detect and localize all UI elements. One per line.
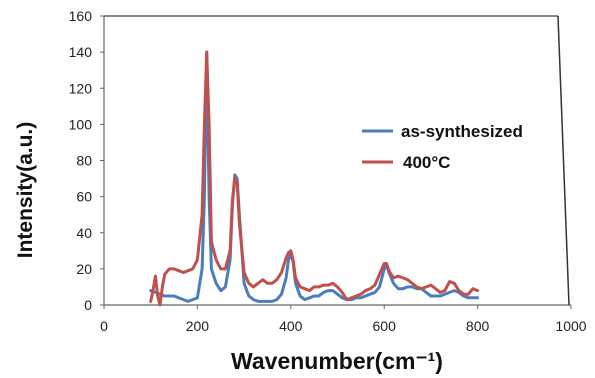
legend-label-400c: 400°C [403,153,450,172]
plot-frame [103,15,571,306]
y-axis-label: Intensity(a.u.) [14,122,37,259]
y-tick-label: 60 [76,189,92,205]
y-tick-label: 0 [84,297,92,313]
y-tick-label: 20 [76,261,92,277]
x-tick-label: 0 [100,318,108,334]
y-tick-label: 100 [69,116,93,132]
series-layer [149,50,480,307]
x-tick-label: 600 [373,318,397,334]
y-tick-label: 40 [76,225,92,241]
y-axis-ticks: 0 20 40 60 80 100 120 140 160 [69,8,104,313]
x-tick-label: 800 [466,318,490,334]
legend-label-as-synthesized: as-synthesized [401,122,523,141]
y-tick-label: 120 [69,80,93,96]
x-axis-label: Wavenumber(cm⁻¹) [231,348,443,374]
x-tick-label: 400 [279,318,303,334]
y-tick-label: 80 [76,153,92,169]
x-tick-label: 200 [186,318,210,334]
y-tick-label: 160 [69,8,93,24]
y-tick-label: 140 [69,44,93,60]
x-tick-label: 1000 [555,318,586,334]
legend: as-synthesized 400°C [362,122,523,172]
x-axis-ticks: 0 200 400 600 800 1000 [100,305,587,334]
series-line-400c [149,50,480,307]
plot-right-border [557,15,570,306]
